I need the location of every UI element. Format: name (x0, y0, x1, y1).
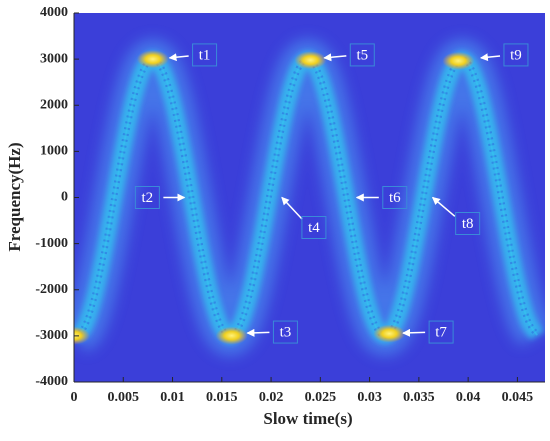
annotation-label: t3 (280, 324, 292, 340)
y-tick-label: 3000 (40, 51, 68, 66)
x-tick-label: 0.04 (456, 390, 481, 405)
peak-spot (442, 51, 475, 70)
peak-spot (215, 326, 248, 345)
x-tick-label: 0.005 (108, 390, 140, 405)
x-tick-label: 0.015 (206, 390, 238, 405)
annotation-box (272, 320, 298, 344)
y-axis-label: Frequency(Hz) (5, 142, 24, 251)
peak-spot (74, 326, 90, 345)
annotation-label: t1 (199, 47, 211, 63)
annotation-label: t2 (142, 190, 154, 206)
peak-spot (373, 324, 406, 343)
y-tick-label: -4000 (35, 374, 68, 389)
annotation-arrow (479, 53, 501, 62)
peak-spot (136, 50, 169, 69)
x-tick-label: 0.025 (305, 390, 337, 405)
annotation-label: t5 (356, 47, 368, 63)
peak-spot (294, 51, 327, 70)
x-tick-label: 0.045 (502, 390, 534, 405)
x-tick-label: 0 (71, 390, 78, 405)
y-tick-label: 0 (61, 190, 68, 205)
annotation-label: t9 (510, 47, 522, 63)
y-tick-label: 2000 (40, 97, 68, 112)
annotation-arrow (281, 196, 303, 220)
x-tick-label: 0.02 (259, 390, 284, 405)
annotation-box (455, 212, 481, 235)
y-tick-label: 4000 (40, 5, 68, 20)
x-axis-label: Slow time(s) (263, 409, 352, 428)
annotation-arrow (402, 328, 426, 337)
annotation-label: t4 (308, 220, 320, 236)
annotation-box (134, 186, 160, 209)
y-tick-label: -2000 (35, 282, 68, 297)
x-tick-label: 0.01 (160, 390, 185, 405)
y-tick-label: -1000 (35, 236, 68, 251)
annotation-label: t6 (389, 190, 401, 206)
annotation-arrow (168, 53, 189, 62)
annotation-box (301, 216, 327, 239)
annotation-arrow (246, 328, 270, 337)
annotation-arrow (323, 53, 347, 62)
annotation-box (382, 186, 408, 209)
axes: 0 0.005 0.01 0.015 0.02 0.025 0.03 0.035 0.04 0.0… (35, 5, 545, 405)
y-tick-label: -3000 (35, 328, 68, 343)
x-tick-label: 0.03 (357, 390, 382, 405)
annotation-box (349, 43, 375, 67)
x-tick-label: 0.035 (403, 390, 435, 405)
annotation-box (503, 43, 529, 67)
y-tick-label: 1000 (40, 144, 68, 159)
annotation-arrow (431, 196, 456, 217)
annotation-box (192, 43, 218, 67)
annotation-box (428, 320, 454, 344)
plot-area (74, 39, 545, 356)
annotation-label: t7 (435, 324, 447, 340)
annotation-label: t8 (462, 216, 474, 232)
